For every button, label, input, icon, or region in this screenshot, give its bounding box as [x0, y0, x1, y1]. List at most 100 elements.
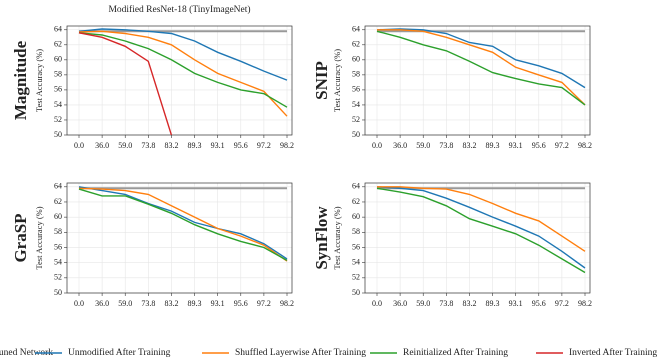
x-tick-label: 83.2 — [164, 299, 178, 308]
y-tick-label: 64 — [352, 25, 360, 34]
x-tick-label: 95.6 — [532, 299, 546, 308]
x-tick-label: 98.2 — [280, 141, 294, 150]
method-label: GraSP — [11, 213, 30, 262]
y-tick-label: 52 — [54, 273, 62, 282]
legend-label: Reinitialized After Training — [403, 347, 508, 358]
series-line — [376, 28, 586, 89]
x-tick-label: 97.2 — [555, 299, 569, 308]
y-tick-label: 58 — [54, 70, 62, 79]
y-tick-label: 52 — [54, 115, 62, 124]
y-tick-label: 52 — [352, 115, 360, 124]
x-tick-label: 0.0 — [372, 299, 382, 308]
x-tick-label: 93.1 — [211, 141, 225, 150]
x-tick-label: 97.2 — [257, 299, 271, 308]
series-line — [377, 186, 586, 252]
x-tick-label: 89.3 — [188, 141, 202, 150]
series-line — [376, 186, 586, 269]
x-tick-label: 98.2 — [578, 299, 592, 308]
chart-title: Modified ResNet-18 (TinyImageNet) — [108, 4, 250, 15]
x-tick-label: 95.6 — [234, 299, 248, 308]
x-tick-label: 95.6 — [532, 141, 546, 150]
x-tick-label: 73.8 — [141, 299, 155, 308]
series-line — [78, 32, 288, 108]
x-tick-label: 95.6 — [234, 141, 248, 150]
y-tick-label: 64 — [54, 182, 62, 191]
y-axis-label: Test Accuracy (%) — [34, 49, 44, 112]
x-tick-label: 59.0 — [118, 141, 132, 150]
legend-label: Unpruned Network — [0, 348, 53, 358]
x-tick-label: 93.1 — [509, 141, 523, 150]
y-axis-label: Test Accuracy (%) — [34, 206, 44, 269]
x-tick-label: 98.2 — [280, 299, 294, 308]
y-tick-label: 60 — [54, 212, 62, 221]
y-tick-label: 50 — [54, 130, 62, 139]
x-tick-label: 0.0 — [372, 141, 382, 150]
x-tick-label: 73.8 — [439, 299, 453, 308]
legend-label: Unmodified After Training — [68, 347, 171, 358]
x-tick-label: 89.3 — [188, 299, 202, 308]
x-tick-label: 93.1 — [211, 299, 225, 308]
y-axis-label: Test Accuracy (%) — [332, 49, 342, 112]
y-tick-label: 50 — [54, 288, 62, 297]
y-tick-label: 64 — [54, 25, 62, 34]
y-tick-label: 54 — [352, 100, 360, 109]
legend-label: Inverted After Training — [569, 347, 657, 358]
axes-frame — [364, 182, 591, 294]
y-tick-label: 54 — [54, 100, 62, 109]
y-tick-label: 62 — [54, 197, 62, 206]
y-tick-label: 58 — [54, 227, 62, 236]
x-tick-label: 98.2 — [578, 141, 592, 150]
method-label: SNIP — [312, 61, 331, 100]
y-tick-label: 52 — [352, 273, 360, 282]
method-label: Magnitude — [11, 40, 30, 120]
series-line — [78, 188, 288, 262]
series-line — [78, 32, 173, 135]
y-tick-label: 50 — [352, 130, 360, 139]
legend-label: Shuffled Layerwise After Training — [235, 347, 366, 358]
y-tick-label: 54 — [352, 257, 360, 266]
x-tick-label: 73.8 — [141, 141, 155, 150]
y-tick-label: 62 — [352, 197, 360, 206]
x-tick-label: 36.0 — [393, 299, 407, 308]
y-tick-label: 60 — [352, 212, 360, 221]
x-tick-label: 89.3 — [486, 299, 500, 308]
y-tick-label: 60 — [352, 55, 360, 64]
y-tick-label: 56 — [352, 242, 360, 251]
x-tick-label: 83.2 — [164, 141, 178, 150]
series-line — [78, 186, 288, 260]
x-tick-label: 89.3 — [486, 141, 500, 150]
series-line — [78, 28, 288, 81]
y-tick-label: 58 — [352, 70, 360, 79]
x-tick-label: 73.8 — [439, 141, 453, 150]
x-tick-label: 36.0 — [393, 141, 407, 150]
x-tick-label: 36.0 — [95, 299, 109, 308]
axes-frame — [364, 25, 591, 136]
axes-frame — [66, 25, 293, 136]
axes-frame — [66, 182, 293, 294]
series-line — [78, 187, 288, 262]
y-tick-label: 54 — [54, 257, 62, 266]
x-tick-label: 36.0 — [95, 141, 109, 150]
method-label: SynFlow — [312, 206, 331, 270]
x-tick-label: 97.2 — [257, 141, 271, 150]
x-tick-label: 83.2 — [462, 299, 476, 308]
x-tick-label: 93.1 — [509, 299, 523, 308]
x-tick-label: 83.2 — [462, 141, 476, 150]
y-tick-label: 56 — [54, 85, 62, 94]
series-line — [376, 187, 586, 274]
y-tick-label: 60 — [54, 55, 62, 64]
y-tick-label: 56 — [352, 85, 360, 94]
y-axis-label: Test Accuracy (%) — [332, 206, 342, 269]
series-line — [377, 29, 586, 106]
x-tick-label: 0.0 — [74, 141, 84, 150]
y-tick-label: 64 — [352, 182, 360, 191]
y-tick-label: 62 — [352, 40, 360, 49]
y-tick-label: 62 — [54, 40, 62, 49]
y-tick-label: 56 — [54, 242, 62, 251]
y-tick-label: 58 — [352, 227, 360, 236]
series-line — [78, 30, 288, 117]
x-tick-label: 97.2 — [555, 141, 569, 150]
series-line — [376, 30, 586, 106]
x-tick-label: 59.0 — [416, 141, 430, 150]
